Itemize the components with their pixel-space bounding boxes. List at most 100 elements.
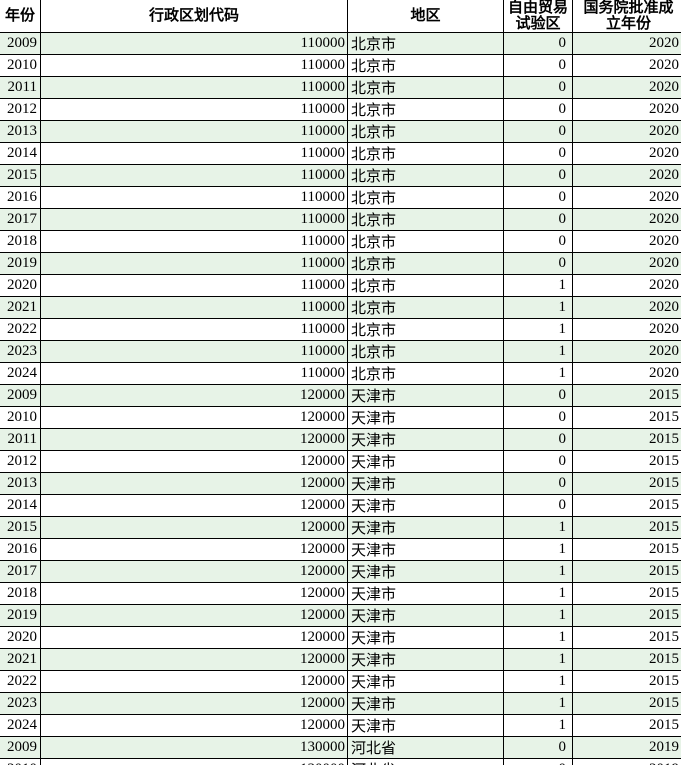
cell-code[interactable]: 110000 <box>40 274 348 297</box>
cell-approval[interactable]: 2020 <box>572 120 681 143</box>
cell-code[interactable]: 120000 <box>40 714 348 737</box>
cell-approval[interactable]: 2015 <box>572 494 681 517</box>
cell-code[interactable]: 120000 <box>40 604 348 627</box>
cell-code[interactable]: 110000 <box>40 208 348 231</box>
header-cell-region[interactable]: 地区 <box>347 0 504 33</box>
cell-code[interactable]: 120000 <box>40 494 348 517</box>
cell-approval[interactable]: 2015 <box>572 428 681 451</box>
cell-approval[interactable]: 2020 <box>572 296 681 319</box>
cell-ftz[interactable]: 1 <box>503 362 573 385</box>
cell-code[interactable]: 120000 <box>40 450 348 473</box>
cell-region[interactable]: 河北省 <box>347 758 504 765</box>
cell-region[interactable]: 天津市 <box>347 472 504 495</box>
cell-ftz[interactable]: 1 <box>503 714 573 737</box>
cell-ftz[interactable]: 1 <box>503 538 573 561</box>
cell-ftz[interactable]: 0 <box>503 758 573 765</box>
cell-approval[interactable]: 2015 <box>572 538 681 561</box>
cell-code[interactable]: 110000 <box>40 340 348 363</box>
cell-code[interactable]: 110000 <box>40 164 348 187</box>
cell-region[interactable]: 北京市 <box>347 54 504 77</box>
cell-approval[interactable]: 2020 <box>572 252 681 275</box>
cell-region[interactable]: 北京市 <box>347 142 504 165</box>
cell-region[interactable]: 天津市 <box>347 714 504 737</box>
cell-year[interactable]: 2021 <box>0 648 41 671</box>
cell-code[interactable]: 110000 <box>40 98 348 121</box>
cell-ftz[interactable]: 0 <box>503 164 573 187</box>
cell-ftz[interactable]: 1 <box>503 340 573 363</box>
cell-region[interactable]: 天津市 <box>347 538 504 561</box>
cell-year[interactable]: 2020 <box>0 274 41 297</box>
cell-region[interactable]: 天津市 <box>347 450 504 473</box>
cell-region[interactable]: 北京市 <box>347 76 504 99</box>
cell-year[interactable]: 2024 <box>0 714 41 737</box>
cell-year[interactable]: 2016 <box>0 186 41 209</box>
cell-ftz[interactable]: 0 <box>503 142 573 165</box>
cell-year[interactable]: 2021 <box>0 296 41 319</box>
cell-region[interactable]: 北京市 <box>347 318 504 341</box>
cell-approval[interactable]: 2015 <box>572 670 681 693</box>
cell-ftz[interactable]: 0 <box>503 186 573 209</box>
cell-region[interactable]: 天津市 <box>347 494 504 517</box>
cell-approval[interactable]: 2015 <box>572 560 681 583</box>
cell-region[interactable]: 北京市 <box>347 252 504 275</box>
cell-approval[interactable]: 2015 <box>572 604 681 627</box>
cell-year[interactable]: 2022 <box>0 318 41 341</box>
cell-year[interactable]: 2018 <box>0 582 41 605</box>
cell-year[interactable]: 2020 <box>0 626 41 649</box>
cell-ftz[interactable]: 1 <box>503 604 573 627</box>
cell-year[interactable]: 2009 <box>0 384 41 407</box>
cell-code[interactable]: 110000 <box>40 32 348 55</box>
cell-year[interactable]: 2010 <box>0 54 41 77</box>
cell-code[interactable]: 120000 <box>40 538 348 561</box>
cell-ftz[interactable]: 1 <box>503 626 573 649</box>
cell-region[interactable]: 天津市 <box>347 384 504 407</box>
cell-region[interactable]: 北京市 <box>347 362 504 385</box>
cell-code[interactable]: 120000 <box>40 692 348 715</box>
cell-code[interactable]: 110000 <box>40 76 348 99</box>
cell-ftz[interactable]: 1 <box>503 560 573 583</box>
cell-ftz[interactable]: 1 <box>503 274 573 297</box>
cell-region[interactable]: 北京市 <box>347 120 504 143</box>
cell-code[interactable]: 110000 <box>40 120 348 143</box>
cell-region[interactable]: 天津市 <box>347 582 504 605</box>
cell-code[interactable]: 120000 <box>40 582 348 605</box>
cell-code[interactable]: 120000 <box>40 428 348 451</box>
cell-region[interactable]: 北京市 <box>347 274 504 297</box>
cell-approval[interactable]: 2020 <box>572 98 681 121</box>
cell-year[interactable]: 2014 <box>0 494 41 517</box>
cell-approval[interactable]: 2020 <box>572 142 681 165</box>
header-cell-ftz[interactable]: 自由贸易 试验区 <box>503 0 573 33</box>
cell-year[interactable]: 2018 <box>0 230 41 253</box>
cell-year[interactable]: 2010 <box>0 406 41 429</box>
cell-year[interactable]: 2019 <box>0 604 41 627</box>
cell-region[interactable]: 北京市 <box>347 296 504 319</box>
cell-approval[interactable]: 2020 <box>572 186 681 209</box>
cell-approval[interactable]: 2019 <box>572 758 681 765</box>
cell-code[interactable]: 120000 <box>40 384 348 407</box>
cell-year[interactable]: 2013 <box>0 472 41 495</box>
cell-year[interactable]: 2022 <box>0 670 41 693</box>
cell-code[interactable]: 110000 <box>40 362 348 385</box>
cell-approval[interactable]: 2020 <box>572 54 681 77</box>
cell-region[interactable]: 北京市 <box>347 208 504 231</box>
cell-ftz[interactable]: 1 <box>503 692 573 715</box>
cell-code[interactable]: 120000 <box>40 626 348 649</box>
cell-ftz[interactable]: 0 <box>503 32 573 55</box>
cell-approval[interactable]: 2020 <box>572 340 681 363</box>
cell-region[interactable]: 北京市 <box>347 164 504 187</box>
cell-region[interactable]: 北京市 <box>347 186 504 209</box>
cell-approval[interactable]: 2015 <box>572 714 681 737</box>
cell-approval[interactable]: 2015 <box>572 406 681 429</box>
cell-ftz[interactable]: 1 <box>503 296 573 319</box>
cell-approval[interactable]: 2020 <box>572 362 681 385</box>
cell-approval[interactable]: 2020 <box>572 318 681 341</box>
cell-ftz[interactable]: 0 <box>503 736 573 759</box>
cell-ftz[interactable]: 0 <box>503 472 573 495</box>
cell-approval[interactable]: 2015 <box>572 516 681 539</box>
cell-ftz[interactable]: 1 <box>503 648 573 671</box>
cell-approval[interactable]: 2020 <box>572 76 681 99</box>
cell-region[interactable]: 天津市 <box>347 626 504 649</box>
cell-ftz[interactable]: 0 <box>503 230 573 253</box>
cell-region[interactable]: 北京市 <box>347 32 504 55</box>
cell-ftz[interactable]: 0 <box>503 98 573 121</box>
